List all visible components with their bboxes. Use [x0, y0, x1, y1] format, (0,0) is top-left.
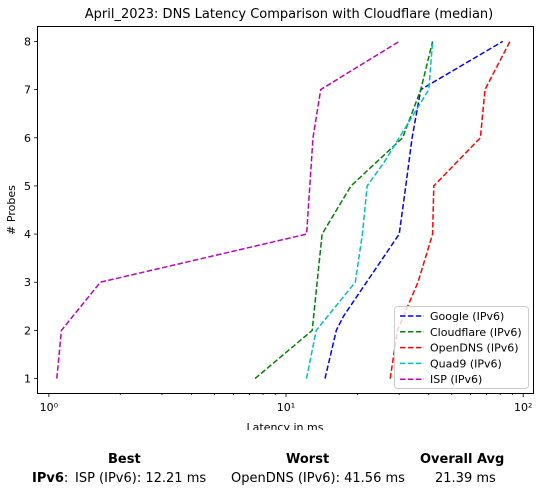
summary-row-label: IPv6:	[32, 471, 68, 486]
y-tick-label: 3	[24, 276, 31, 289]
series-line	[56, 40, 400, 379]
summary-overall-value: 21.39 ms	[435, 471, 496, 486]
y-axis: 1 2 3 4 5 6 7 8	[24, 35, 38, 386]
series-line	[305, 41, 434, 379]
legend-label: ISP (IPv6)	[430, 373, 482, 386]
y-tick-label: 4	[24, 228, 31, 241]
plot-frame	[37, 26, 534, 394]
x-axis: 10⁰ 10¹ 10²	[40, 393, 532, 414]
y-tick-label: 5	[24, 180, 31, 193]
legend-label: Google (IPv6)	[430, 310, 504, 323]
summary-header-worst: Worst	[286, 452, 330, 467]
series-line	[254, 41, 434, 380]
chart-title: April_2023: DNS Latency Comparison with …	[85, 7, 493, 22]
summary-worst-value: OpenDNS (IPv6): 41.56 ms	[231, 471, 405, 486]
x-axis-label: Latency in ms	[247, 421, 324, 430]
legend-label: Cloudflare (IPv6)	[430, 326, 522, 339]
summary-best-value: ISP (IPv6): 12.21 ms	[75, 471, 207, 486]
series-line	[324, 40, 504, 379]
legend-box	[394, 306, 529, 389]
ipv6-label: IPv6	[32, 471, 64, 486]
y-tick-label: 2	[24, 324, 31, 337]
x-tick-label: 10⁰	[40, 401, 59, 414]
x-tick-label: 10¹	[277, 401, 295, 414]
y-axis-label: # Probes	[5, 185, 18, 235]
y-tick-label: 6	[24, 132, 31, 145]
summary-header-overall: Overall Avg	[420, 452, 505, 467]
x-tick-label: 10²	[514, 401, 532, 414]
row-separator: :	[63, 471, 69, 486]
y-tick-label: 8	[24, 35, 31, 48]
y-tick-label: 7	[24, 84, 31, 97]
legend-label: Quad9 (IPv6)	[430, 357, 502, 370]
legend-label: OpenDNS (IPv6)	[430, 342, 519, 355]
series-lines	[56, 40, 511, 380]
legend: Google (IPv6) Cloudflare (IPv6) OpenDNS (I…	[394, 306, 529, 389]
y-tick-label: 1	[24, 373, 31, 386]
latency-chart: April_2023: DNS Latency Comparison with …	[5, 7, 534, 430]
summary-header-best: Best	[108, 452, 141, 467]
